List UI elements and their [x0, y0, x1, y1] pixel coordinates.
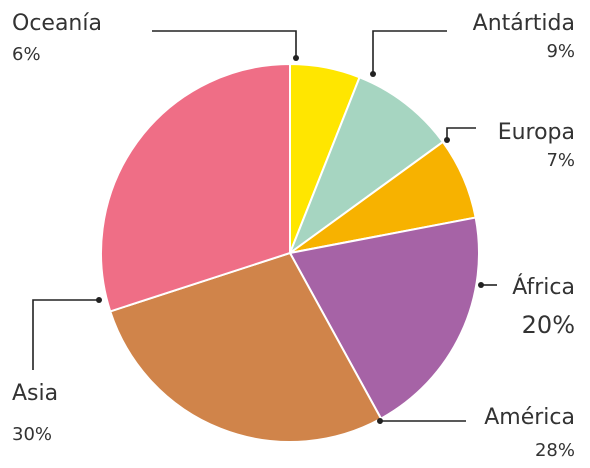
leader-line-antartida: [372, 30, 447, 74]
slice-africa: [288, 216, 480, 420]
pie-slices: [100, 62, 480, 443]
slice-america: [108, 251, 383, 443]
leader-dot-antartida: [370, 71, 376, 77]
leader-dot-asia: [96, 297, 102, 303]
slice-antartida: [287, 75, 445, 256]
leader-dot-america: [377, 418, 383, 424]
label-africa: África: [512, 274, 575, 300]
value-africa: 20%: [522, 311, 575, 339]
label-asia: Asia: [12, 381, 58, 406]
leader-dot-oceania: [293, 55, 299, 61]
leader-line-oceania: [152, 30, 297, 58]
label-europa: Europa: [498, 120, 575, 145]
value-america: 28%: [535, 440, 575, 461]
label-oceania: Oceanía: [12, 11, 102, 36]
value-asia: 30%: [12, 424, 52, 445]
leader-line-europa: [446, 127, 476, 140]
leader-line-asia: [32, 299, 99, 370]
label-antartida: Antártida: [473, 11, 575, 36]
leader-dot-europa: [444, 137, 450, 143]
slice-asia: [100, 62, 291, 313]
leader-lines: [32, 30, 497, 424]
value-antartida: 9%: [546, 41, 575, 62]
value-oceania: 6%: [12, 44, 41, 65]
value-europa: 7%: [546, 150, 575, 171]
label-america: América: [484, 405, 575, 430]
leader-dot-africa: [478, 282, 484, 288]
